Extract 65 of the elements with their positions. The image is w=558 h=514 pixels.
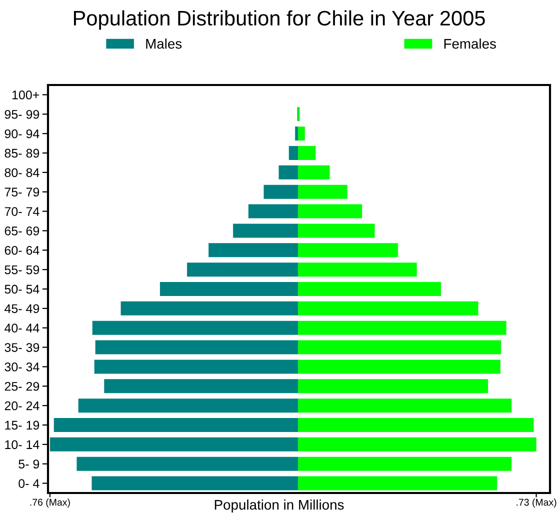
legend-label: Males: [146, 38, 182, 49]
x-tick-label: .76 (Max): [30, 498, 70, 508]
bar: [233, 224, 298, 238]
bar: [298, 476, 498, 490]
bar: [298, 126, 305, 141]
bar: [298, 165, 330, 180]
y-tick-label: 35- 39: [4, 343, 40, 352]
bar: [298, 262, 417, 277]
y-tick-label: 20- 24: [4, 401, 40, 410]
bar: [120, 301, 298, 316]
y-tick-label: 75- 79: [4, 188, 40, 197]
bar: [298, 184, 348, 199]
bar: [92, 320, 298, 335]
bar: [78, 398, 298, 413]
bar: [298, 418, 534, 432]
bar: [54, 418, 298, 432]
bar: [76, 456, 298, 471]
x-tick-label: .73 (Max): [516, 498, 556, 508]
bar: [298, 204, 362, 218]
bar: [298, 282, 441, 296]
bar: [95, 340, 298, 354]
bar: [278, 165, 298, 180]
bar: [295, 126, 298, 141]
legend-label: Females: [444, 38, 496, 49]
y-tick-label: 0- 4: [18, 479, 40, 488]
y-tick-label: 100+: [12, 90, 40, 100]
bar: [104, 379, 298, 394]
y-tick-label: 90- 94: [4, 129, 40, 138]
bar: [94, 360, 298, 374]
y-tick-label: 85- 89: [4, 148, 40, 158]
y-tick-label: 30- 34: [4, 362, 40, 372]
bar: [298, 398, 512, 413]
y-tick-label: 25- 29: [4, 382, 40, 391]
bar: [298, 360, 500, 374]
bar: [50, 437, 298, 452]
bar: [298, 301, 478, 316]
bar: [298, 243, 398, 258]
bar: [208, 243, 298, 258]
y-tick-label: 5- 9: [18, 460, 40, 469]
y-tick-label: 60- 64: [4, 246, 40, 255]
y-tick-label: 10- 14: [5, 440, 40, 450]
bar: [248, 204, 298, 218]
bar: [298, 456, 512, 471]
x-axis-title: Population in Millions: [214, 500, 344, 512]
chart-title: Population Distribution for Chile in Year 2005: [74, 10, 485, 30]
bar: [298, 320, 506, 335]
bar: [298, 379, 488, 394]
y-tick-label: 45- 49: [4, 304, 40, 314]
bar: [160, 282, 298, 296]
y-tick-label: 65- 69: [4, 226, 40, 236]
bar: [92, 476, 298, 490]
bar: [288, 146, 298, 160]
y-tick-label: 70- 74: [4, 207, 40, 216]
y-tick-label: 50- 54: [4, 284, 40, 294]
bar: [298, 340, 502, 354]
y-tick-label: 55- 59: [4, 265, 40, 274]
bar: [298, 437, 536, 452]
bar: [298, 146, 316, 160]
y-tick-label: 80- 84: [4, 168, 40, 178]
y-tick-label: 15- 19: [5, 420, 40, 430]
y-tick-label: 95- 99: [4, 110, 40, 119]
bar: [298, 224, 375, 238]
y-tick-label: 40- 44: [4, 324, 40, 333]
bar: [264, 184, 298, 199]
bar: [187, 262, 298, 277]
